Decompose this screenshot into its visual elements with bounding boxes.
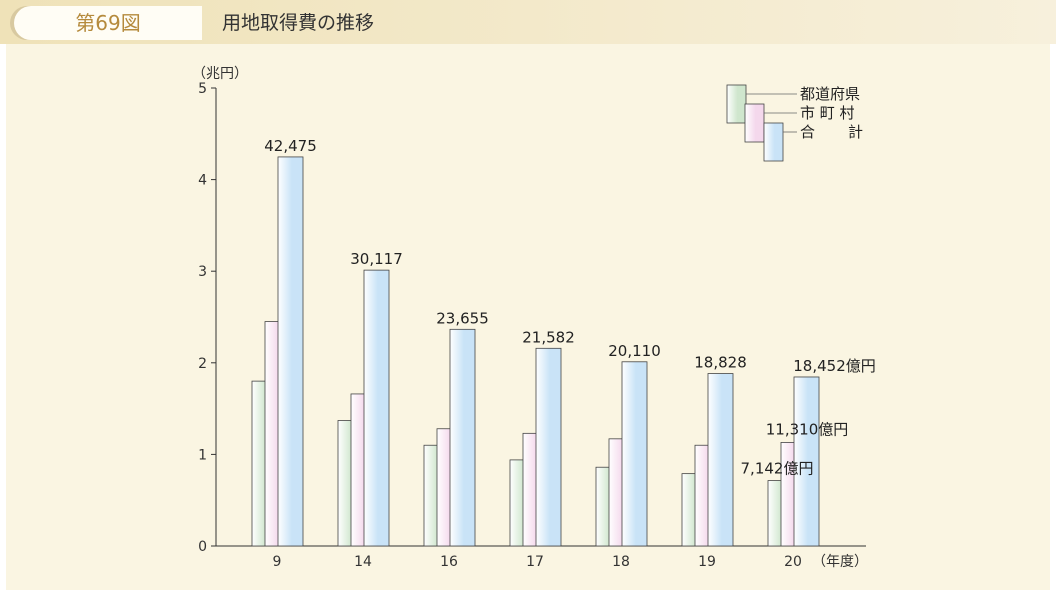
bar-total xyxy=(707,373,734,547)
figure-title: 用地取得費の推移 xyxy=(222,12,375,34)
legend-label: 合 計 xyxy=(800,123,863,141)
data-label-prefecture: 7,142億円 xyxy=(741,460,814,478)
x-tick-label: 19 xyxy=(698,554,716,570)
x-tick-label: 17 xyxy=(526,554,544,570)
data-label-total: 20,110 xyxy=(608,342,661,360)
x-tick-label: 14 xyxy=(354,554,372,570)
x-tick-label: 18 xyxy=(612,554,630,570)
bars xyxy=(251,156,820,547)
legend-swatch-municipality xyxy=(744,103,765,143)
y-tick-label: 5 xyxy=(198,81,207,97)
figure-header: 第69図 用地取得費の推移 xyxy=(0,0,1056,44)
bar-total xyxy=(277,156,304,547)
legend-label: 都道府県 xyxy=(800,85,860,103)
x-tick-label: 16 xyxy=(440,554,458,570)
bar-total xyxy=(621,361,648,547)
x-ticks: 9 14 16 17 18 19 20 xyxy=(273,554,802,570)
bar-total xyxy=(363,269,390,547)
legend-label: 市 町 村 xyxy=(800,104,855,122)
data-label-total: 18,828 xyxy=(694,354,747,372)
bar-total xyxy=(449,328,476,547)
x-tick-label: 9 xyxy=(273,554,282,570)
data-label-total: 42,475 xyxy=(264,137,317,155)
figure-number: 第69図 xyxy=(75,11,141,35)
data-label-total: 21,582 xyxy=(522,328,575,346)
y-axis-unit: （兆円） xyxy=(192,66,248,82)
y-ticks: 0 1 2 3 4 5 xyxy=(198,81,216,555)
y-tick-label: 0 xyxy=(198,539,207,555)
data-label-total: 30,117 xyxy=(350,250,403,268)
figure-number-badge: 第69図 xyxy=(14,6,202,40)
axes: （兆円） （年度） xyxy=(192,66,868,570)
legend-swatch-total xyxy=(763,122,784,162)
y-tick-label: 1 xyxy=(198,447,207,463)
bar-total xyxy=(793,376,820,547)
y-tick-label: 3 xyxy=(198,264,207,280)
data-label-municipality: 11,310億円 xyxy=(766,420,849,438)
data-label-total: 18,452億円 xyxy=(793,357,876,375)
bar-total xyxy=(535,347,562,547)
x-tick-label: 20 xyxy=(784,554,802,570)
data-label-total: 23,655 xyxy=(436,309,489,327)
data-labels: 42,475 30,117 23,655 21,582 20,110 18,828 18,4… xyxy=(264,137,876,478)
x-axis-unit: （年度） xyxy=(812,554,868,570)
legend-swatch-prefecture xyxy=(726,84,747,124)
y-tick-label: 4 xyxy=(198,173,207,189)
y-tick-label: 2 xyxy=(198,356,207,372)
